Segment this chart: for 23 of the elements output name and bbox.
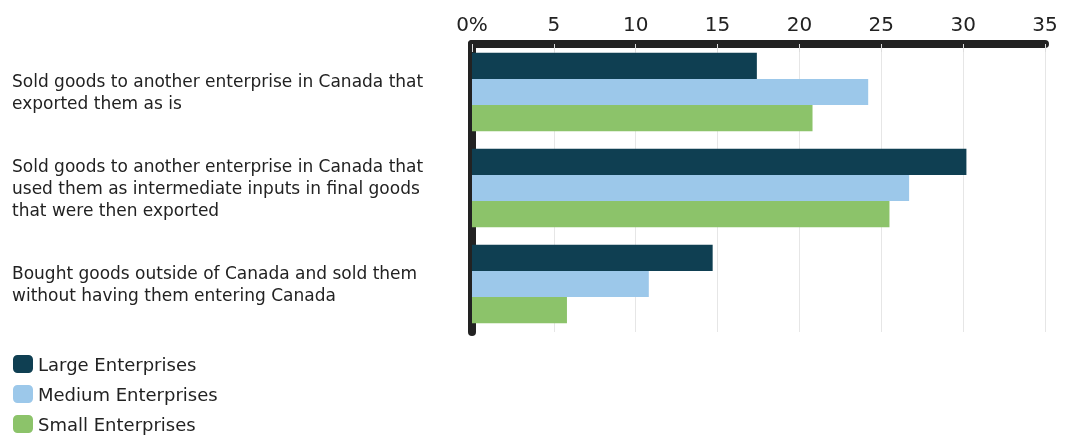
y-tick-label: Bought goods outside of Canada and sold them without having them entering Canada: [12, 263, 423, 305]
legend-label: Small Enterprises: [38, 413, 196, 435]
legend-label: Large Enterprises: [38, 353, 197, 375]
bar: [472, 174, 910, 202]
bar: [472, 78, 869, 106]
bar: [472, 105, 813, 132]
x-tick-label: 20: [786, 12, 813, 36]
x-tick-label: 30: [950, 12, 976, 36]
x-tick-label: 35: [1032, 12, 1058, 36]
legend-label: Medium Enterprises: [38, 383, 218, 405]
bar: [472, 52, 757, 79]
bar: [472, 148, 967, 175]
bar: [472, 270, 649, 298]
x-tick-label: 0%: [456, 12, 488, 36]
x-tick-label: 5: [547, 12, 561, 36]
x-tick-label: 25: [868, 12, 895, 36]
bar: [472, 201, 890, 228]
y-tick-label: Sold goods to another enterprise in Canada that exported them as is: [12, 71, 429, 113]
bar: [472, 297, 567, 324]
y-tick-label: Sold goods to another enterprise in Canada that used them as intermediate inputs in final goods that were then exported: [12, 156, 429, 220]
x-tick-label: 15: [704, 12, 731, 36]
bar: [472, 244, 713, 271]
x-tick-label: 10: [622, 12, 649, 36]
